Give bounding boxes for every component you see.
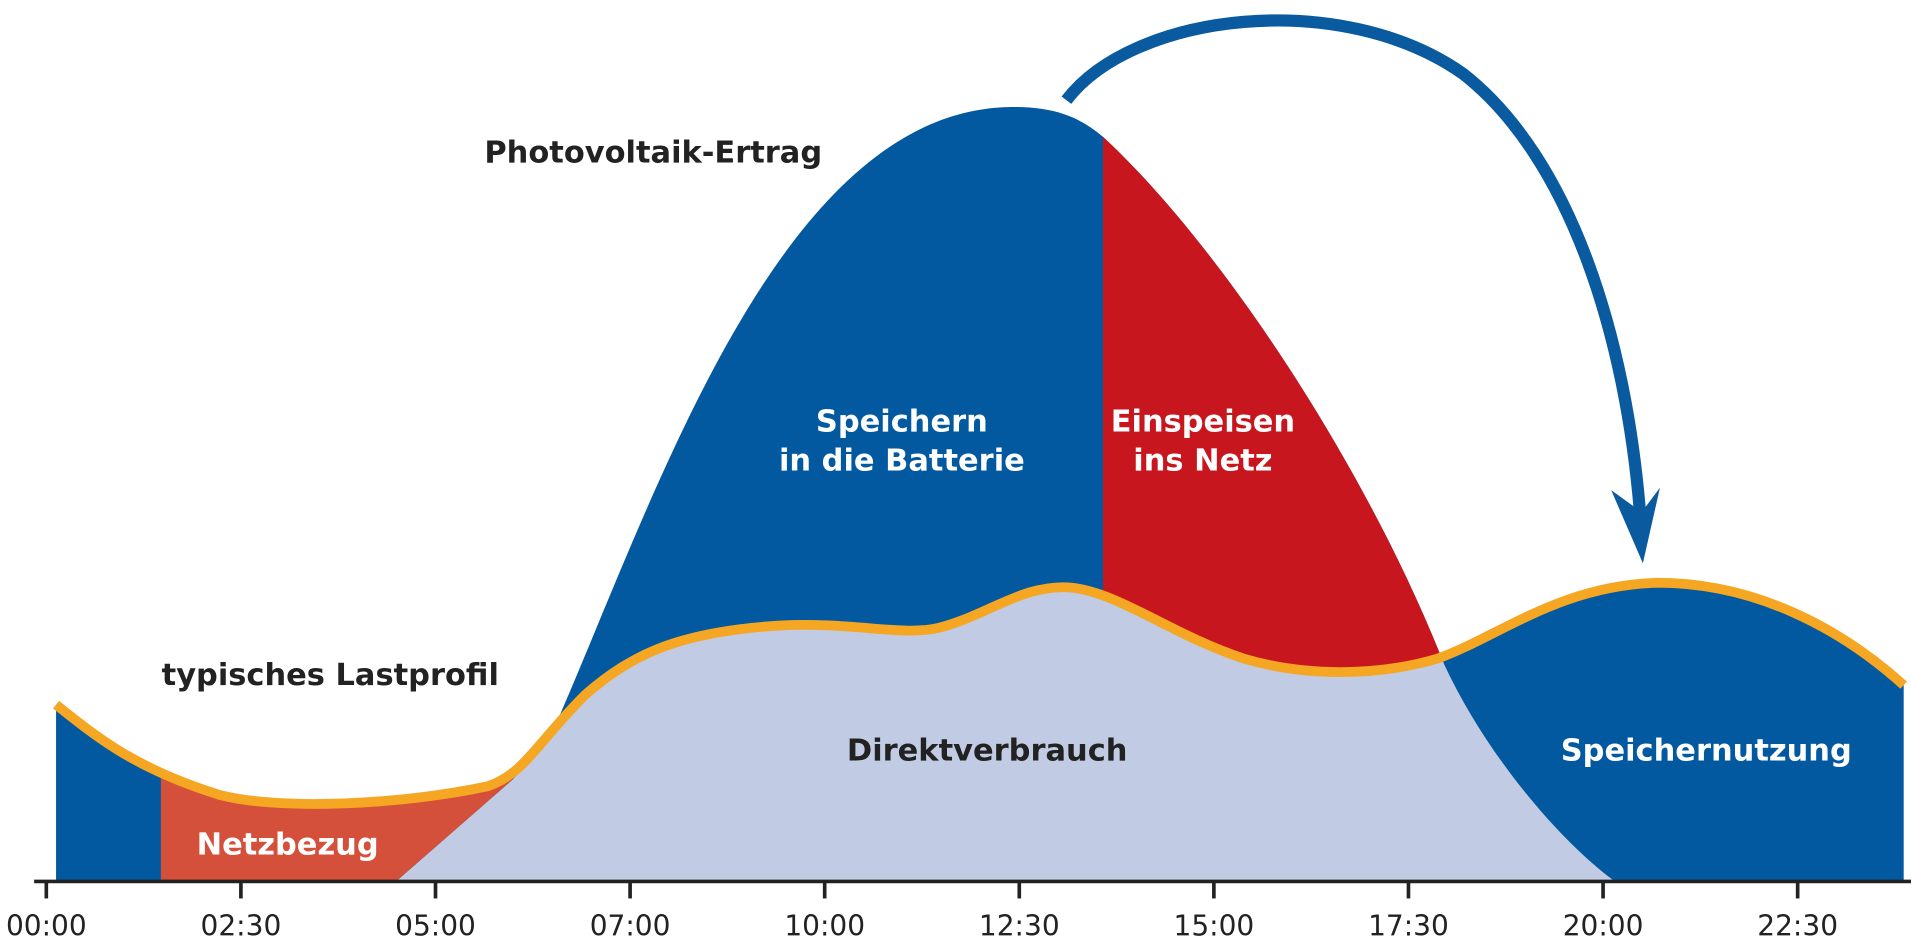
feed-label: ins Netz [1133,444,1272,479]
tick-label: 00:00 [6,910,87,943]
arrow [1061,14,1647,519]
feed-label: Einspeisen [1111,405,1295,440]
pv-label: Photovoltaik-Ertrag [484,135,822,170]
tick-label: 10:00 [784,910,865,943]
tick-label: 05:00 [395,910,476,943]
tick-label: 22:30 [1757,910,1838,943]
load-label: typisches Lastprofil [162,658,499,693]
storage-label: Speichernutzung [1561,734,1852,769]
ticks: 00:00 02:30 05:00 07:00 10:00 12:30 15:00 17:30… [6,881,1838,943]
tick-label: 02:30 [201,910,282,943]
load-line [53,577,1907,809]
tick-label: 07:00 [590,910,671,943]
tick-label: 15:00 [1174,910,1255,943]
battery-label: Speichern [816,405,988,440]
arrow-head [1611,487,1660,564]
tick-label: 12:30 [979,910,1060,943]
grid-label: Netzbezug [197,828,379,863]
battery-label: in die Batterie [779,444,1025,479]
tick-label: 20:00 [1563,910,1644,943]
tick-label: 17:30 [1368,910,1449,943]
direct-label: Direktverbrauch [847,734,1128,769]
